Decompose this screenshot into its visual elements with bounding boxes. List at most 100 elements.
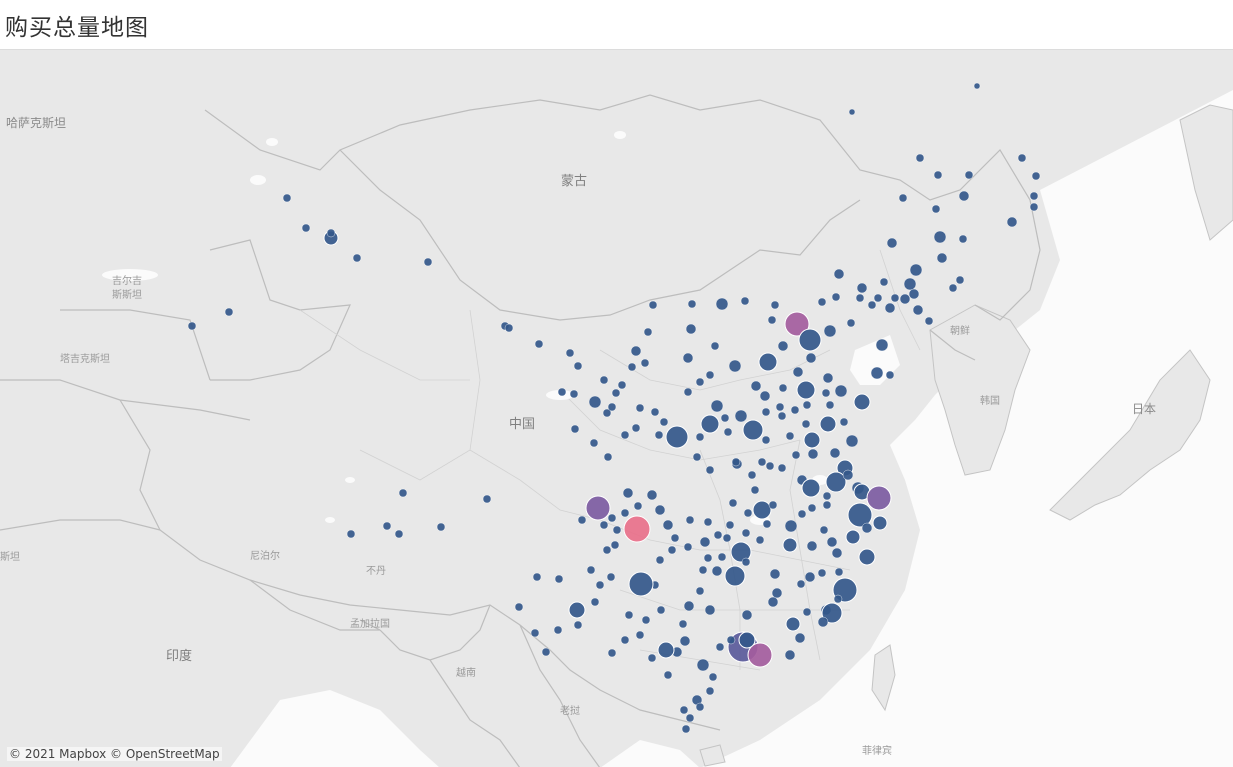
purchase-dot[interactable] [958,234,968,244]
purchase-dot[interactable] [683,387,693,397]
purchase-dot[interactable] [801,478,821,498]
purchase-dot[interactable] [785,616,801,632]
purchase-dot[interactable] [784,649,796,661]
purchase-dot[interactable] [573,361,583,371]
purchase-dot[interactable] [933,170,943,180]
purchase-dot[interactable] [681,724,691,734]
purchase-dot[interactable] [728,498,738,508]
purchase-dot[interactable] [858,548,876,566]
purchase-dot[interactable] [742,419,764,441]
purchase-dot[interactable] [683,600,695,612]
purchase-dot[interactable] [682,352,694,364]
purchase-dot[interactable] [624,610,634,620]
purchase-dot[interactable] [715,297,729,311]
purchase-dot[interactable] [504,323,514,333]
purchase-dot[interactable] [346,529,356,539]
purchase-dot[interactable] [530,628,540,638]
purchase-dot[interactable] [640,358,650,368]
purchase-dot[interactable] [532,572,542,582]
purchase-dot[interactable] [695,702,705,712]
purchase-dot[interactable] [758,352,778,372]
purchase-dot[interactable] [875,338,889,352]
purchase-dot[interactable] [662,519,674,531]
purchase-dot[interactable] [724,565,746,587]
purchase-dot[interactable] [845,529,861,545]
purchase-dot[interactable] [352,253,362,263]
purchase-dot[interactable] [656,605,666,615]
purchase-dot[interactable] [879,277,889,287]
purchase-dot[interactable] [848,108,856,116]
purchase-dot[interactable] [726,635,736,645]
purchase-dot[interactable] [757,457,767,467]
purchase-dot[interactable] [741,557,751,567]
purchase-dot[interactable] [1031,171,1041,181]
purchase-dot[interactable] [819,525,829,535]
purchase-dot[interactable] [909,263,923,277]
purchase-dot[interactable] [573,620,583,630]
purchase-dot[interactable] [747,470,757,480]
purchase-dot[interactable] [762,519,772,529]
purchase-dot[interactable] [623,515,651,543]
purchase-dot[interactable] [769,568,781,580]
purchase-dot[interactable] [570,424,580,434]
purchase-dot[interactable] [631,423,641,433]
map-canvas[interactable]: 哈萨克斯坦 蒙古 中国 吉尔吉 斯斯坦 塔吉克斯坦 印度 尼泊尔 不丹 孟加拉国… [0,49,1233,767]
purchase-dot[interactable] [679,705,689,715]
purchase-dot[interactable] [670,533,680,543]
purchase-dot[interactable] [710,399,724,413]
purchase-dot[interactable] [282,193,292,203]
purchase-dot[interactable] [842,469,854,481]
purchase-dot[interactable] [708,672,718,682]
purchase-dot[interactable] [607,402,617,412]
purchase-dot[interactable] [620,508,630,518]
purchase-dot[interactable] [782,537,798,553]
purchase-dot[interactable] [936,252,948,264]
purchase-dot[interactable] [784,311,810,337]
purchase-dot[interactable] [326,228,336,238]
purchase-dot[interactable] [713,530,723,540]
purchase-dot[interactable] [423,257,433,267]
purchase-dot[interactable] [577,515,587,525]
purchase-dot[interactable] [1017,153,1027,163]
purchase-dot[interactable] [792,366,804,378]
purchase-dot[interactable] [761,407,771,417]
purchase-dot[interactable] [833,594,843,604]
purchase-dot[interactable] [796,380,816,400]
purchase-dot[interactable] [599,520,609,530]
purchase-dot[interactable] [777,340,789,352]
purchase-dot[interactable] [973,82,981,90]
purchase-dot[interactable] [685,323,697,335]
purchase-dot[interactable] [805,352,817,364]
purchase-dot[interactable] [767,596,779,608]
purchase-dot[interactable] [590,597,600,607]
purchase-dot[interactable] [734,409,748,423]
purchase-dot[interactable] [654,430,664,440]
purchase-dot[interactable] [755,535,765,545]
purchase-dot[interactable] [802,400,812,410]
purchase-dot[interactable] [867,300,877,310]
purchase-dot[interactable] [933,230,947,244]
purchase-dot[interactable] [807,503,817,513]
purchase-dot[interactable] [740,296,750,306]
purchase-dot[interactable] [1029,191,1039,201]
purchase-dot[interactable] [870,366,884,380]
purchase-dot[interactable] [798,328,822,352]
purchase-dot[interactable] [398,488,408,498]
purchase-dot[interactable] [725,520,735,530]
purchase-dot[interactable] [641,615,651,625]
purchase-dot[interactable] [679,635,691,647]
purchase-dot[interactable] [785,431,795,441]
purchase-dot[interactable] [557,387,567,397]
purchase-dot[interactable] [703,517,713,527]
purchase-dot[interactable] [741,609,753,621]
purchase-dot[interactable] [801,419,811,429]
purchase-dot[interactable] [703,553,713,563]
purchase-dot[interactable] [665,425,689,449]
purchase-dot[interactable] [648,300,658,310]
purchase-dot[interactable] [720,413,730,423]
purchase-dot[interactable] [964,170,974,180]
purchase-dot[interactable] [743,508,753,518]
purchase-dot[interactable] [394,529,404,539]
purchase-dot[interactable] [777,463,787,473]
purchase-dot[interactable] [834,384,848,398]
